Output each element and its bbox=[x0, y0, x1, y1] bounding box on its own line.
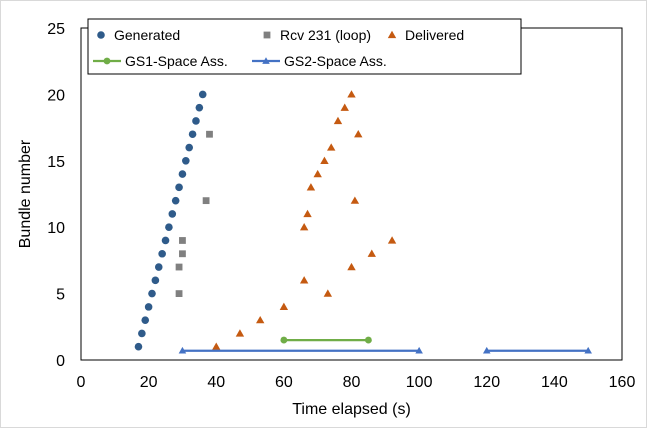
series-1 bbox=[175, 130, 213, 297]
data-point bbox=[364, 336, 372, 344]
x-tick-label: 80 bbox=[343, 374, 361, 391]
legend-item: Delivered bbox=[387, 27, 464, 43]
data-point bbox=[280, 336, 288, 344]
data-point bbox=[179, 237, 186, 244]
legend-item: Generated bbox=[97, 27, 180, 43]
data-point bbox=[188, 130, 197, 139]
data-point bbox=[151, 276, 160, 285]
plot-area bbox=[80, 27, 623, 361]
legend-marker bbox=[387, 30, 397, 39]
data-point bbox=[158, 249, 166, 258]
y-axis-title: Bundle number bbox=[17, 139, 34, 248]
data-point bbox=[192, 117, 200, 125]
data-point bbox=[175, 183, 183, 192]
data-point bbox=[198, 90, 207, 99]
legend-label: Delivered bbox=[405, 27, 464, 43]
x-tick-label: 100 bbox=[406, 374, 433, 391]
legend-marker bbox=[262, 57, 270, 64]
x-tick-label: 40 bbox=[207, 374, 225, 391]
data-point bbox=[299, 276, 309, 284]
y-tick-label: 20 bbox=[47, 87, 65, 104]
data-point bbox=[333, 116, 343, 125]
data-point bbox=[387, 236, 397, 244]
data-point bbox=[347, 90, 356, 98]
x-tick-label: 20 bbox=[140, 374, 158, 391]
data-point bbox=[178, 346, 187, 354]
legend-item: GS2-Space Ass. bbox=[252, 53, 387, 69]
x-tick-label: 60 bbox=[275, 374, 293, 391]
legend-marker bbox=[263, 31, 271, 39]
legend-marker bbox=[97, 31, 105, 39]
legend: Generated Rcv 231 (loop) Delivered GS1-Spac… bbox=[87, 18, 522, 75]
legend-label: Generated bbox=[114, 27, 180, 43]
data-point bbox=[165, 223, 173, 231]
data-point bbox=[175, 290, 183, 297]
data-point bbox=[323, 289, 333, 297]
data-point bbox=[206, 130, 213, 138]
data-point bbox=[306, 183, 316, 191]
data-point bbox=[313, 169, 322, 178]
x-tick-label: 0 bbox=[77, 374, 86, 391]
legend-label: GS1-Space Ass. bbox=[125, 53, 228, 69]
data-point bbox=[303, 209, 312, 218]
legend-item: Rcv 231 (loop) bbox=[263, 27, 371, 43]
data-point bbox=[415, 346, 423, 354]
x-tick-label: 140 bbox=[541, 374, 568, 391]
data-point bbox=[179, 250, 186, 258]
data-point bbox=[235, 329, 245, 337]
y-tick-label: 25 bbox=[47, 21, 65, 38]
data-point bbox=[154, 263, 163, 271]
data-point bbox=[195, 103, 204, 112]
data-point bbox=[584, 346, 592, 354]
data-point bbox=[256, 315, 265, 324]
y-tick-label: 15 bbox=[47, 154, 65, 171]
data-point bbox=[161, 236, 170, 245]
data-point bbox=[144, 303, 153, 311]
data-point bbox=[347, 262, 356, 271]
legend-box bbox=[87, 18, 522, 75]
data-point bbox=[185, 143, 193, 152]
data-point bbox=[175, 263, 183, 271]
x-tick-label: 120 bbox=[473, 374, 500, 391]
data-point bbox=[367, 249, 376, 257]
data-point bbox=[212, 342, 221, 350]
series-0 bbox=[134, 90, 207, 351]
y-tick-label: 0 bbox=[56, 353, 65, 370]
data-point bbox=[327, 143, 336, 151]
y-tick-label: 10 bbox=[47, 220, 65, 237]
series-layer bbox=[134, 90, 592, 354]
legend-label: Rcv 231 (loop) bbox=[280, 27, 371, 43]
data-point bbox=[350, 196, 360, 204]
data-point bbox=[482, 346, 491, 354]
data-point bbox=[340, 103, 349, 111]
data-point bbox=[134, 342, 143, 351]
data-point bbox=[141, 316, 150, 324]
data-point bbox=[178, 170, 187, 178]
data-point bbox=[138, 329, 146, 338]
x-tick-label: 160 bbox=[609, 374, 636, 391]
data-point bbox=[202, 197, 210, 205]
data-point bbox=[320, 156, 329, 164]
axes: 0 20 40 60 80 100 120 140 160 0 5 10 15 20 25 bbox=[47, 21, 635, 391]
data-point bbox=[299, 223, 309, 231]
legend-marker bbox=[103, 57, 111, 65]
series-3 bbox=[280, 336, 372, 344]
series-2 bbox=[212, 90, 397, 350]
y-tick-label: 5 bbox=[56, 287, 65, 304]
data-point bbox=[182, 157, 190, 165]
data-point bbox=[148, 289, 156, 298]
data-point bbox=[168, 210, 177, 218]
data-point bbox=[279, 302, 289, 311]
data-point bbox=[354, 130, 363, 138]
data-point bbox=[171, 196, 180, 205]
legend-label: GS2-Space Ass. bbox=[284, 53, 387, 69]
legend-item: GS1-Space Ass. bbox=[93, 53, 228, 69]
series-4 bbox=[178, 346, 592, 354]
x-axis-title: Time elapsed (s) bbox=[292, 401, 411, 418]
